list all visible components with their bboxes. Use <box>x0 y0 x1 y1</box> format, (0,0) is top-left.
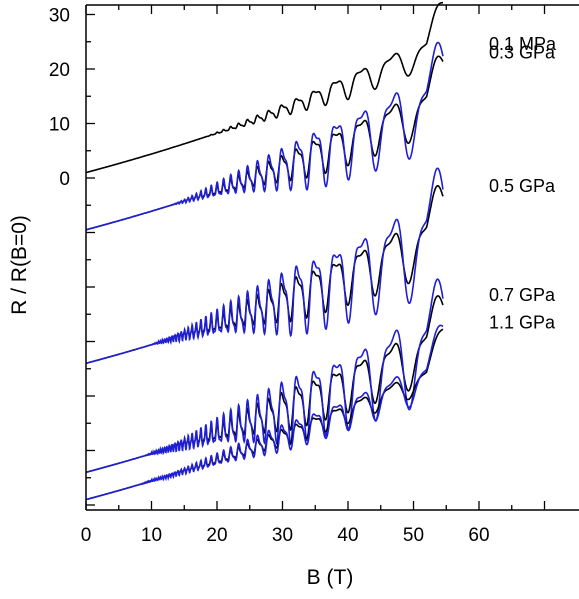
x-tick-label: 10 <box>141 525 162 546</box>
x-tick-label: 20 <box>206 525 227 546</box>
curves-layer <box>85 1 444 501</box>
curve-label: 0.3 GPa <box>489 43 556 63</box>
curve-3 <box>85 278 444 474</box>
y-tick-label: 20 <box>49 60 70 81</box>
curve-1 <box>85 41 444 231</box>
curve-label: 0.1 MPa <box>489 34 557 54</box>
x-tick-label: 30 <box>272 525 293 546</box>
x-tick-label: 40 <box>337 525 358 546</box>
curve-label: 0.7 GPa <box>489 285 556 305</box>
blue-trace <box>85 324 444 501</box>
x-tick-label: 60 <box>468 525 489 546</box>
y-tick-label: 30 <box>49 6 70 27</box>
y-tick-label: 10 <box>49 115 70 136</box>
x-axis-title: B (T) <box>307 566 354 589</box>
curve-2 <box>85 167 444 365</box>
x-tick-label: 0 <box>81 525 92 546</box>
black-trace <box>85 328 444 501</box>
black-trace <box>85 1 443 174</box>
black-trace <box>85 55 444 231</box>
blue-trace <box>85 41 444 231</box>
curve-0 <box>85 1 443 174</box>
axes-layer <box>85 4 579 511</box>
y-tick-label: 0 <box>59 169 70 190</box>
black-trace <box>85 185 444 365</box>
blue-trace <box>85 278 444 474</box>
curve-label: 0.5 GPa <box>489 176 556 196</box>
y-axis-title: R / R(B=0) <box>8 215 31 315</box>
blue-trace <box>85 167 444 365</box>
x-tick-label: 50 <box>403 525 424 546</box>
curve-4 <box>85 324 444 501</box>
ticks-layer: 0 10 20 30 40 50 60 0 10 20 30 <box>49 5 546 546</box>
curve-label: 1.1 GPa <box>489 312 556 332</box>
